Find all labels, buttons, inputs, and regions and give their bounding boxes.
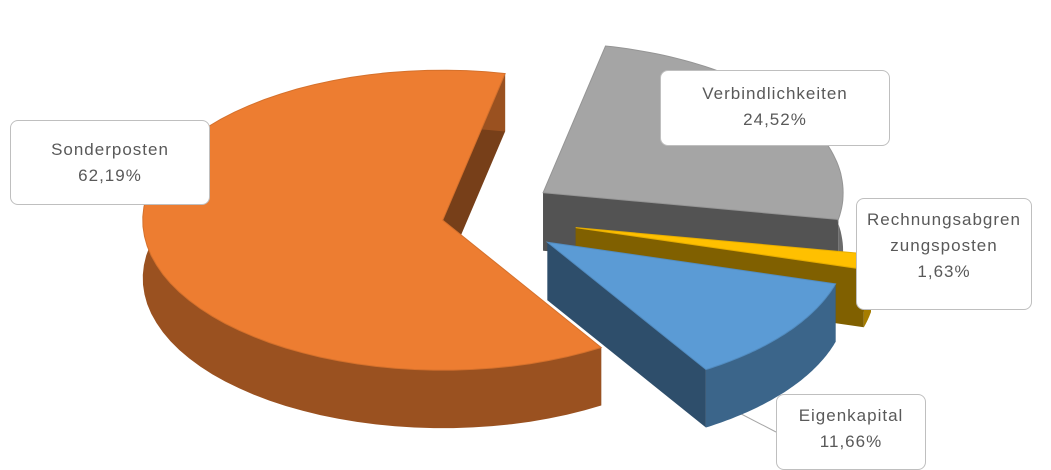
slice-wall [705,283,836,428]
label-category: Sonderposten [51,140,169,159]
data-label: Verbindlichkeiten 24,52% [660,70,890,146]
slice [545,241,837,371]
label-value: 62,19% [78,166,142,185]
label-value: 11,66% [819,432,883,451]
data-label: Rechnungsabgrenzungsposten 1,63% [856,198,1032,310]
slice-side [547,242,706,428]
label-value: 24,52% [743,110,807,129]
label-category: Verbindlichkeiten [702,84,848,103]
label-value: 1,63% [917,262,971,281]
data-label: Eigenkapital 11,66% [776,394,926,470]
slice [142,69,603,371]
data-label: Sonderposten 62,19% [10,120,210,205]
label-category: Eigenkapital [798,406,904,425]
label-category: Rechnungsabgrenzungsposten [867,210,1021,255]
